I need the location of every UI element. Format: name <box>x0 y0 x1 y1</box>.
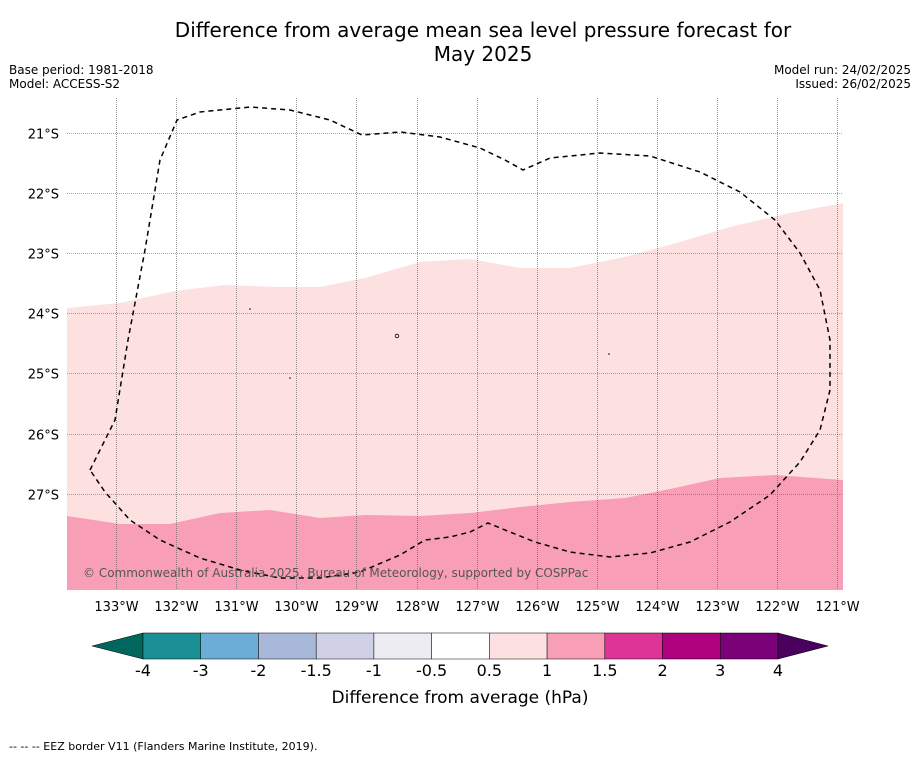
speckle <box>289 377 291 379</box>
longitude-label: 128°W <box>395 600 439 615</box>
longitude-label: 122°W <box>755 600 799 615</box>
copyright-text: © Commonwealth of Australia 2025, Bureau… <box>83 566 588 580</box>
speckle <box>394 333 400 339</box>
colorbar-tick-label: 1.5 <box>592 661 617 680</box>
colorbar-segment <box>720 632 779 660</box>
longitude-label: 124°W <box>635 600 679 615</box>
latitude-label: 21°S <box>28 128 59 143</box>
longitude-label: 126°W <box>515 600 559 615</box>
speckle <box>608 353 610 355</box>
colorbar-segment <box>489 632 548 660</box>
colorbar-segment <box>546 632 606 660</box>
model-name: Model: ACCESS-S2 <box>9 77 121 91</box>
longitude-label: 131°W <box>214 600 258 615</box>
colorbar-tick-label: -3 <box>193 661 209 680</box>
colorbar: -4 -3 -2 -1.5 -1 -0.5 0.5 1 1.5 2 3 4 Difference fr… <box>91 632 829 708</box>
colorbar-title: Difference from average (hPa) <box>332 688 589 708</box>
base-period: Base period: 1981-2018 <box>9 63 154 77</box>
colorbar-ticks: -4 -3 -2 -1.5 -1 -0.5 0.5 1 1.5 2 3 4 <box>135 661 783 680</box>
colorbar-segment <box>315 632 375 660</box>
issued-date: Issued: 26/02/2025 <box>795 77 911 91</box>
colorbar-segment <box>373 632 432 660</box>
latitude-label: 22°S <box>28 188 59 203</box>
title-line-1: Difference from average mean sea level p… <box>174 18 792 42</box>
colorbar-extend-high <box>777 632 829 660</box>
latitude-labels: 21°S 22°S 23°S 24°S 25°S 26°S 27°S <box>28 128 59 504</box>
colorbar-tick-label: -2 <box>250 661 266 680</box>
colorbar-segment <box>142 632 201 660</box>
colorbar-segments <box>142 632 779 660</box>
map-area: © Commonwealth of Australia 2025, Bureau… <box>28 98 860 615</box>
model-info: Base period: 1981-2018 Model: ACCESS-S2 <box>9 63 154 91</box>
title-line-2: May 2025 <box>433 42 533 66</box>
chart-title: Difference from average mean sea level p… <box>0 18 919 66</box>
colorbar-tick-label: -1 <box>366 661 382 680</box>
eez-footnote: -- -- -- EEZ border V11 (Flanders Marine… <box>9 740 318 753</box>
latitude-label: 26°S <box>28 429 59 444</box>
longitude-labels: 133°W 132°W 131°W 130°W 129°W 128°W 127°W 126°W… <box>94 600 859 615</box>
longitude-label: 121°W <box>815 600 859 615</box>
longitude-label: 133°W <box>94 600 138 615</box>
latitude-label: 25°S <box>28 368 59 383</box>
colorbar-segment <box>662 632 721 660</box>
longitude-label: 125°W <box>575 600 619 615</box>
speckle <box>249 308 251 310</box>
model-run-date: Model run: 24/02/2025 <box>773 63 911 77</box>
colorbar-tick-label: 0.5 <box>477 661 502 680</box>
colorbar-tick-label: 1 <box>542 661 552 680</box>
colorbar-tick-label: -4 <box>135 661 151 680</box>
longitude-label: 129°W <box>334 600 378 615</box>
longitude-label: 132°W <box>154 600 198 615</box>
colorbar-tick-label: -1.5 <box>301 661 332 680</box>
colorbar-segment <box>604 632 663 660</box>
longitude-label: 123°W <box>695 600 739 615</box>
eez-border <box>89 106 831 579</box>
colorbar-segment <box>431 632 490 660</box>
longitude-label: 130°W <box>274 600 318 615</box>
latitude-label: 23°S <box>28 248 59 263</box>
colorbar-segment <box>200 632 259 660</box>
latitude-label: 27°S <box>28 489 59 504</box>
run-info: Model run: 24/02/2025 Issued: 26/02/2025 <box>774 63 911 91</box>
colorbar-tick-label: 3 <box>715 661 725 680</box>
colorbar-tick-label: 4 <box>773 661 783 680</box>
pressure-anomaly-1-to-1.5 <box>67 475 843 590</box>
colorbar-tick-label: -0.5 <box>416 661 447 680</box>
graticule <box>67 98 843 590</box>
colorbar-extend-low <box>91 632 144 660</box>
latitude-label: 24°S <box>28 308 59 323</box>
colorbar-segment <box>258 632 317 660</box>
colorbar-tick-label: 2 <box>657 661 667 680</box>
longitude-label: 127°W <box>455 600 499 615</box>
